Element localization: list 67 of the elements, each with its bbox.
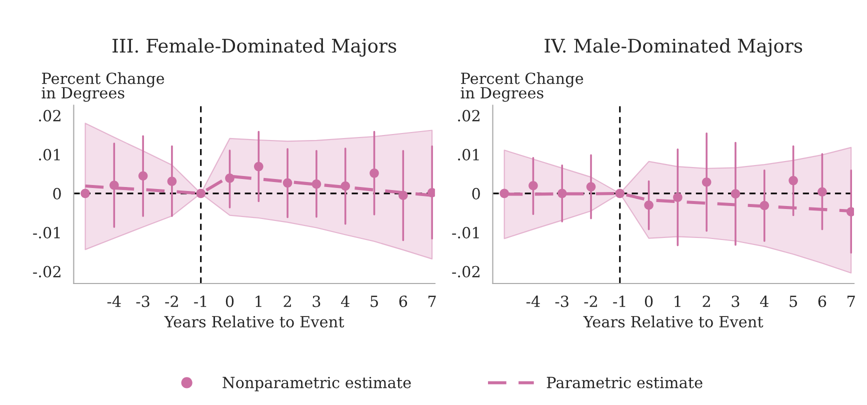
y-tick-label: -.01	[33, 226, 60, 238]
point	[730, 189, 740, 198]
y-tick-label: .02	[458, 110, 480, 122]
x-tick-label: -3	[555, 296, 568, 308]
point	[557, 188, 567, 198]
x-tick-label: -1	[194, 296, 206, 307]
x-tick-label: 4	[340, 296, 350, 307]
point	[282, 178, 292, 188]
y-tick-label: .01	[458, 148, 479, 160]
x-tick-label: 7	[848, 296, 855, 307]
point	[167, 176, 177, 186]
x-tick-label: -2	[165, 296, 178, 307]
y-tick-label: -.02	[452, 266, 480, 278]
x-tick-label: 5	[370, 296, 378, 308]
y-tick-label: 0	[53, 188, 61, 200]
point	[370, 168, 379, 178]
x-axis-title: Years Relative to Event	[164, 316, 344, 328]
point	[254, 162, 264, 172]
point	[644, 200, 654, 210]
y-axis-title: Percent Change in Degrees	[460, 72, 584, 102]
x-tick-label: 1	[256, 296, 262, 307]
chart-title: III. Female-Dominated Majors	[112, 38, 396, 57]
x-tick-label: 4	[760, 296, 768, 307]
point	[788, 176, 798, 186]
point	[80, 188, 90, 198]
x-tick-label: 3	[732, 296, 740, 308]
point	[818, 187, 827, 197]
x-tick-label: 0	[644, 296, 653, 308]
x-tick-label: -4	[107, 296, 121, 307]
y-axis-title: Percent Change in Degrees	[42, 72, 164, 102]
point	[196, 188, 206, 198]
y-tick-label: -.02	[33, 266, 60, 278]
x-tick-label: 3	[312, 296, 320, 308]
x-tick-label: 6	[399, 296, 408, 308]
legend-label: Parametric estimate	[546, 376, 702, 388]
point	[312, 179, 322, 189]
x-tick-label: 2	[284, 296, 291, 307]
point	[138, 171, 148, 181]
point	[528, 180, 538, 190]
y-tick-label: -.01	[452, 226, 479, 238]
x-tick-label: -3	[136, 296, 150, 308]
point	[702, 177, 712, 187]
x-tick-label: 0	[226, 296, 234, 308]
y-tick-label: .01	[39, 148, 60, 160]
x-tick-label: 2	[702, 296, 710, 307]
x-axis-title: Years Relative to Event	[583, 316, 764, 328]
legend-label: Nonparametric estimate	[222, 376, 411, 392]
x-tick-label: -1	[613, 296, 626, 307]
y-tick-label: .02	[39, 110, 60, 122]
point	[760, 200, 770, 210]
point	[340, 181, 350, 191]
point	[673, 192, 682, 202]
x-tick-label: -2	[584, 296, 597, 307]
point	[615, 188, 625, 198]
chart-title: IV. Male-Dominated Majors	[544, 38, 802, 57]
x-tick-label: -4	[526, 296, 540, 307]
point	[398, 190, 408, 200]
y-tick-label: 0	[472, 188, 480, 200]
x-tick-label: 1	[674, 296, 680, 307]
point	[500, 188, 509, 198]
x-tick-label: 6	[818, 296, 826, 308]
point	[586, 182, 596, 192]
x-tick-label: 5	[790, 296, 797, 308]
x-tick-label: 7	[428, 296, 436, 307]
point	[225, 174, 234, 183]
point	[846, 207, 854, 216]
point	[109, 180, 119, 190]
